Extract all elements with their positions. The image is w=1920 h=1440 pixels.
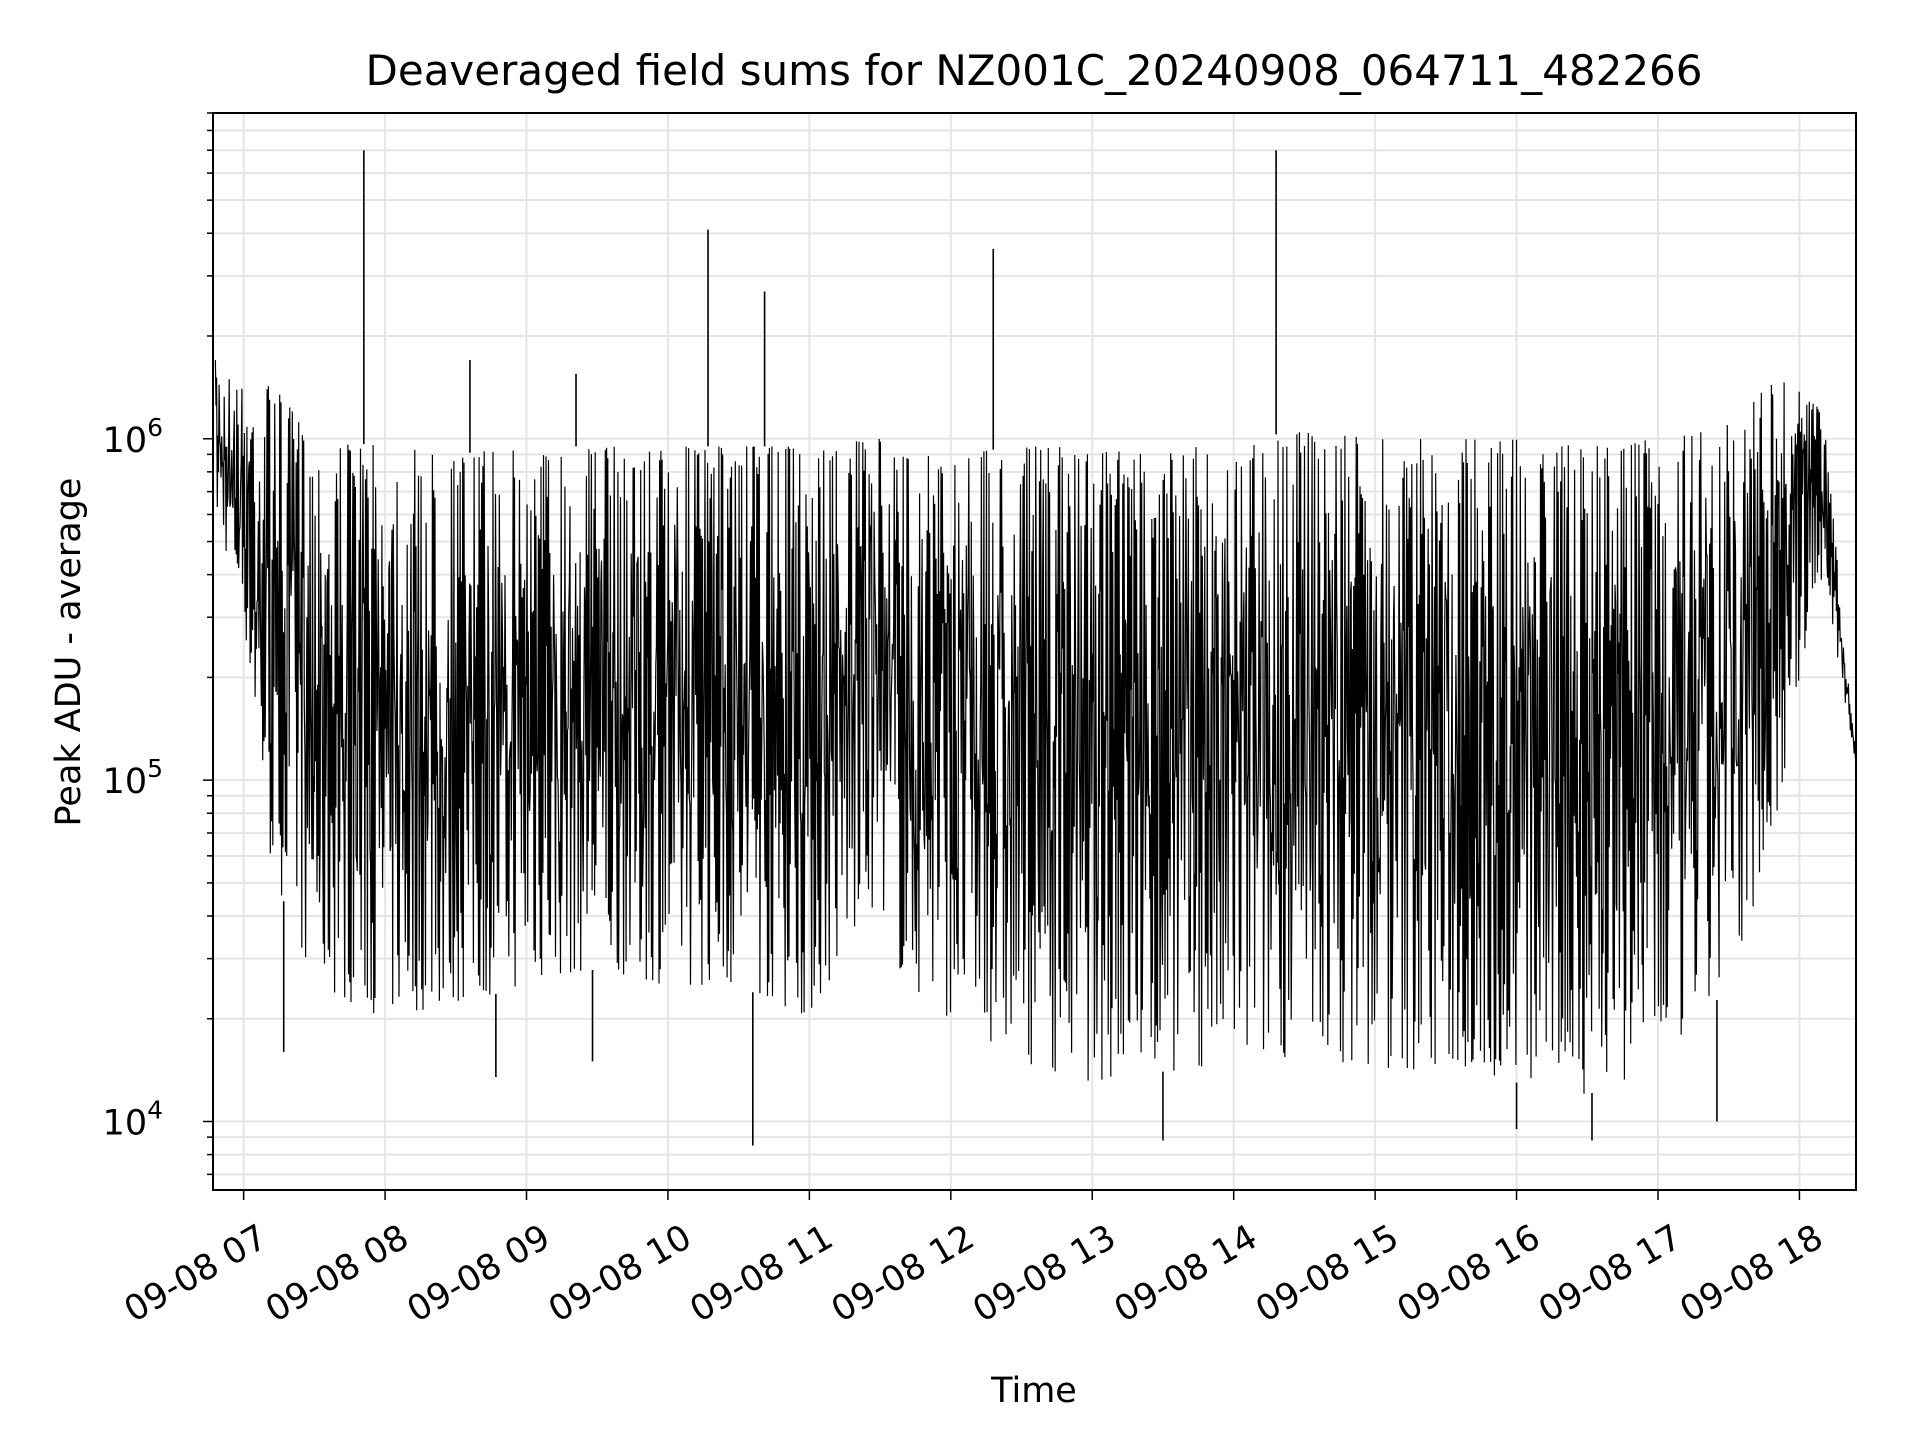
y-tick-base: 10 xyxy=(103,762,148,802)
y-tick-exponent: 6 xyxy=(147,413,163,442)
y-tick-exponent: 5 xyxy=(147,754,163,783)
y-tick-base: 10 xyxy=(103,1104,148,1144)
y-tick-base: 10 xyxy=(103,421,148,461)
series-line xyxy=(214,360,1857,1094)
y-tick-label: 105 xyxy=(103,754,163,802)
chart-title: Deaveraged field sums for NZ001C_2024090… xyxy=(366,46,1703,95)
plot-frame xyxy=(212,112,1857,1191)
y-tick-label: 104 xyxy=(103,1096,163,1144)
x-axis-label: Time xyxy=(990,1371,1077,1411)
y-tick-exponent: 4 xyxy=(147,1096,163,1125)
y-axis-label: Peak ADU - average xyxy=(49,478,89,827)
data-series xyxy=(214,150,1857,1146)
y-tick-label: 106 xyxy=(103,413,163,461)
